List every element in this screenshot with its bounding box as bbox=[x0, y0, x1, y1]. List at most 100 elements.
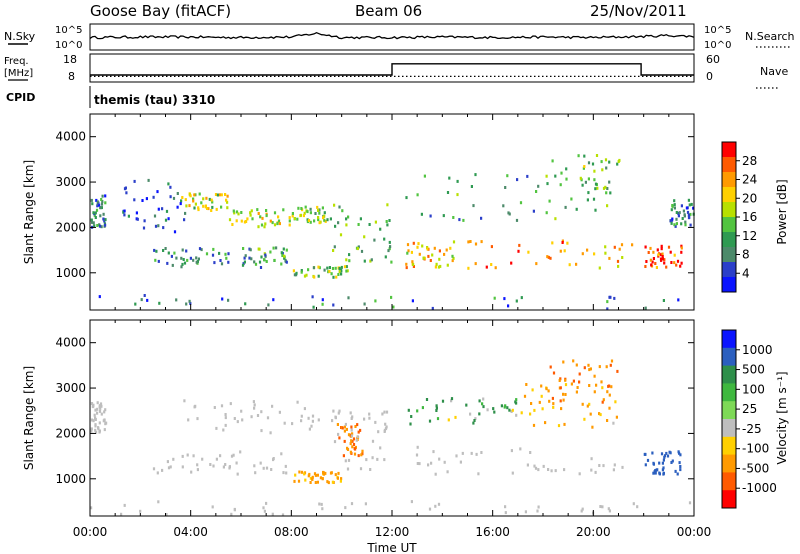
heatmap-cell bbox=[663, 258, 666, 262]
heatmap-cell bbox=[100, 198, 103, 201]
heatmap-cell bbox=[385, 425, 388, 429]
heatmap-cell bbox=[609, 363, 612, 367]
heatmap-cell bbox=[156, 471, 159, 475]
heatmap-cell bbox=[608, 160, 611, 164]
heatmap-cell bbox=[562, 392, 565, 396]
heatmap-cell bbox=[339, 479, 342, 483]
heatmap-cell bbox=[219, 259, 222, 262]
heatmap-cell bbox=[233, 507, 236, 511]
heatmap-cell bbox=[308, 472, 311, 476]
heatmap-cell bbox=[674, 469, 677, 473]
heatmap-cell bbox=[181, 262, 184, 266]
velocity-panel: 1000 2000 3000 4000 Slant Range [km] 1000 50… bbox=[22, 319, 789, 517]
heatmap-cell bbox=[99, 402, 103, 406]
x-tick-label: 00:00 bbox=[73, 525, 108, 539]
heatmap-cell bbox=[224, 252, 227, 256]
heatmap-cell bbox=[240, 409, 243, 413]
heatmap-cell bbox=[349, 433, 352, 437]
heatmap-cell bbox=[692, 206, 695, 210]
heatmap-cell bbox=[504, 186, 507, 189]
x-tick-label: 00:00 bbox=[677, 525, 712, 539]
heatmap-cell bbox=[386, 203, 389, 207]
heatmap-cell bbox=[326, 218, 329, 222]
heatmap-cell bbox=[211, 205, 214, 209]
heatmap-cell bbox=[508, 408, 511, 412]
heatmap-cell bbox=[643, 452, 646, 456]
heatmap-cell bbox=[337, 471, 340, 475]
heatmap-cell bbox=[563, 422, 566, 426]
heatmap-cell bbox=[359, 467, 363, 471]
heatmap-cell bbox=[598, 266, 601, 270]
heatmap-cell bbox=[675, 222, 678, 226]
heatmap-cell bbox=[253, 403, 256, 407]
heatmap-cell bbox=[196, 463, 199, 467]
heatmap-cell bbox=[343, 425, 346, 429]
heatmap-cell bbox=[330, 272, 333, 276]
heatmap-cell bbox=[515, 218, 519, 222]
heatmap-cell bbox=[412, 241, 415, 245]
heatmap-cell bbox=[540, 394, 543, 398]
heatmap-cell bbox=[265, 209, 268, 212]
heatmap-cell bbox=[417, 242, 420, 246]
heatmap-cell bbox=[472, 421, 475, 425]
heatmap-cell bbox=[494, 266, 497, 270]
heatmap-cell bbox=[552, 371, 556, 375]
heatmap-cell bbox=[242, 247, 245, 250]
nsky-label: N.Sky bbox=[4, 30, 36, 43]
heatmap-cell bbox=[430, 461, 433, 465]
heatmap-cell bbox=[243, 220, 246, 224]
heatmap-cell bbox=[332, 249, 335, 252]
heatmap-cell bbox=[327, 481, 330, 485]
heatmap-cell bbox=[190, 470, 193, 474]
heatmap-cell bbox=[338, 409, 341, 413]
heatmap-cell bbox=[318, 208, 321, 212]
heatmap-cell bbox=[606, 187, 609, 190]
heatmap-cell bbox=[250, 415, 253, 419]
heatmap-cell bbox=[225, 198, 228, 202]
heatmap-cell bbox=[153, 214, 157, 218]
heatmap-cell bbox=[260, 255, 263, 259]
heatmap-cell bbox=[562, 360, 565, 364]
heatmap-cell bbox=[368, 223, 371, 226]
heatmap-cell bbox=[103, 428, 106, 432]
heatmap-cell bbox=[102, 212, 105, 216]
heatmap-cell bbox=[564, 378, 567, 382]
heatmap-cell bbox=[348, 259, 351, 263]
heatmap-cell bbox=[210, 209, 213, 212]
heatmap-cell bbox=[288, 216, 291, 220]
heatmap-cell bbox=[328, 269, 331, 273]
heatmap-cell bbox=[475, 452, 478, 456]
heatmap-cell bbox=[435, 262, 438, 266]
heatmap-cell bbox=[527, 250, 530, 254]
heatmap-cell bbox=[446, 470, 449, 474]
heatmap-cell bbox=[423, 174, 426, 178]
heatmap-cell bbox=[259, 461, 262, 465]
heatmap-cell bbox=[617, 264, 620, 268]
heatmap-cell bbox=[606, 390, 609, 394]
heatmap-cell bbox=[617, 160, 620, 163]
heatmap-cell bbox=[577, 154, 580, 158]
heatmap-cell bbox=[563, 468, 566, 472]
heatmap-cell bbox=[224, 423, 227, 427]
heatmap-cell bbox=[684, 220, 687, 224]
heatmap-cell bbox=[314, 473, 317, 477]
heatmap-cell bbox=[226, 194, 229, 198]
heatmap-cell bbox=[450, 397, 454, 401]
heatmap-cell bbox=[670, 221, 673, 225]
heatmap-cell bbox=[676, 259, 680, 263]
heatmap-cell bbox=[673, 199, 676, 203]
colorbar-segment bbox=[722, 490, 736, 509]
heatmap-cell bbox=[462, 218, 465, 222]
heatmap-cell bbox=[426, 247, 429, 251]
heatmap-cell bbox=[281, 254, 284, 257]
heatmap-cell bbox=[157, 500, 160, 504]
heatmap-cell bbox=[542, 464, 545, 468]
heatmap-cell bbox=[249, 248, 252, 252]
heatmap-cell bbox=[583, 154, 586, 158]
freq-label: Freq. bbox=[4, 56, 29, 67]
heatmap-cell bbox=[281, 513, 285, 517]
heatmap-cell bbox=[671, 204, 674, 207]
heatmap-cell bbox=[590, 457, 593, 461]
heatmap-cell bbox=[164, 218, 168, 222]
heatmap-cell bbox=[670, 208, 673, 212]
